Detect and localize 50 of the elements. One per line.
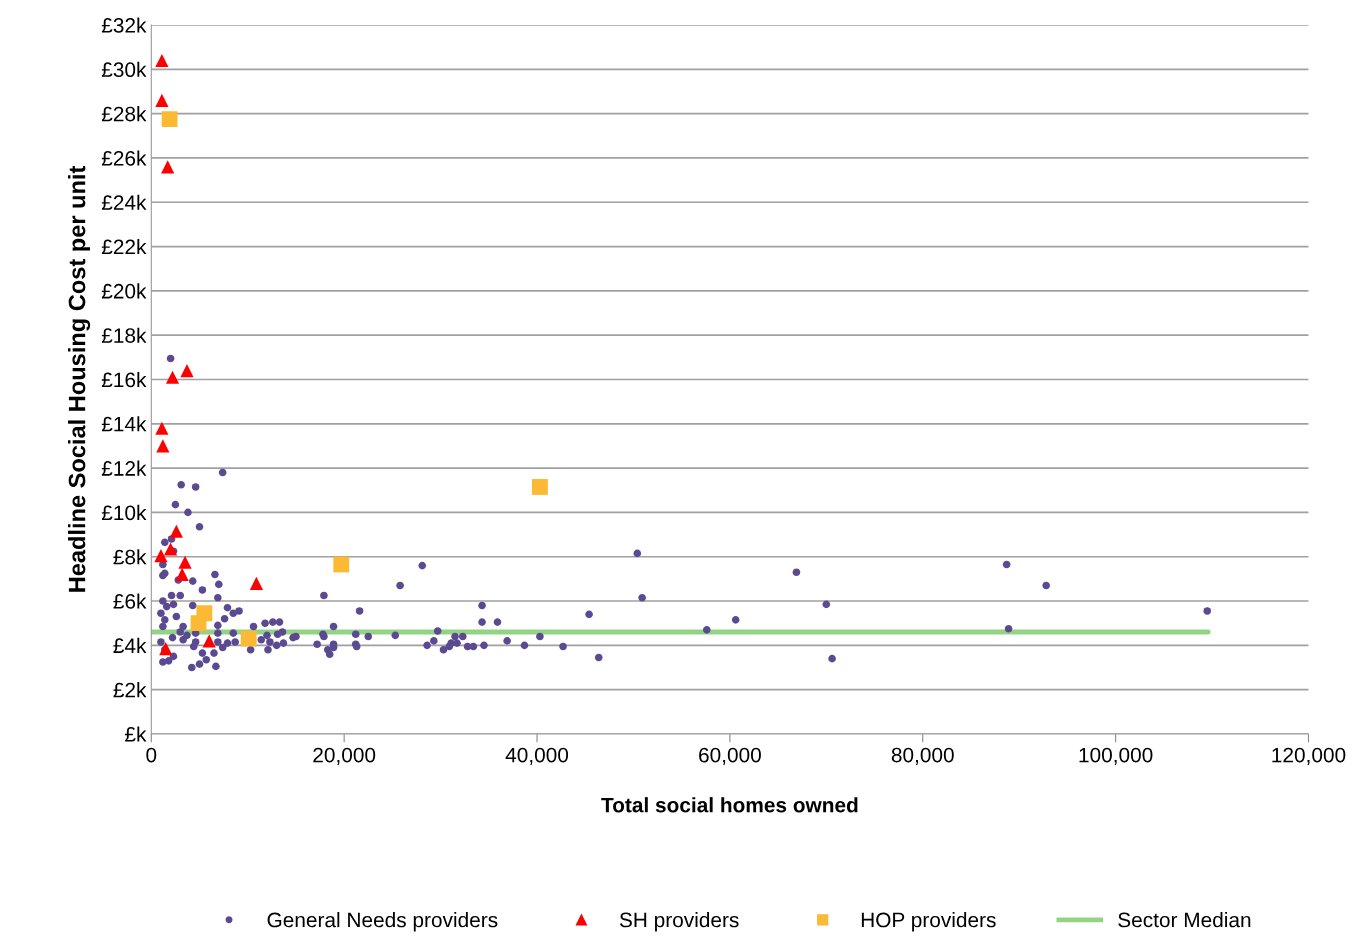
y-tick-label: £28k [101, 106, 147, 122]
y-tick-label: £32k [101, 17, 147, 33]
x-tick-label: 0 [146, 747, 157, 763]
point [180, 364, 194, 378]
point [154, 549, 168, 563]
y-tick-label: £26k [101, 150, 147, 166]
point [532, 479, 548, 495]
point [155, 93, 169, 107]
x-axis-title: Total social homes owned [601, 797, 858, 813]
y-tick-label: £24k [101, 194, 147, 210]
point [202, 634, 216, 648]
y-tick-label: £14k [101, 416, 147, 432]
y-tick-label: £22k [101, 239, 147, 255]
point [161, 111, 178, 128]
point [178, 555, 192, 569]
y-tick-label: £10k [101, 504, 147, 521]
y-tick-label: £k [125, 726, 147, 742]
x-tick-label: 40,000 [505, 747, 569, 765]
y-tick-label: £8k [113, 549, 147, 565]
point [155, 421, 169, 435]
y-tick-label: £18k [101, 327, 147, 343]
legend-label: SH providers [619, 912, 739, 932]
point [161, 160, 175, 174]
point [156, 439, 170, 453]
y-tick-label: £16k [101, 371, 147, 388]
legend-label: Sector Median [1118, 912, 1251, 928]
point [169, 524, 183, 538]
point [249, 576, 263, 590]
legend-label: General Needs providers [267, 912, 498, 932]
point [240, 630, 257, 647]
point [163, 542, 178, 556]
y-tick-label: £6k [113, 593, 147, 609]
x-tick-label: 100,000 [1079, 747, 1153, 765]
x-tick-label: 20,000 [313, 747, 376, 765]
y-tick-label: £12k [101, 460, 147, 476]
y-tick-label: £4k [113, 637, 147, 653]
point [175, 567, 189, 582]
y-tick-label: £2k [113, 682, 147, 698]
x-tick-label: 120,000 [1272, 747, 1346, 765]
point [159, 642, 173, 656]
point [190, 615, 207, 632]
legend-label: HOP providers [861, 912, 996, 932]
point [155, 53, 169, 68]
x-tick-label: 60,000 [699, 747, 761, 765]
point [333, 556, 350, 573]
x-tick-label: 80,000 [891, 747, 954, 765]
y-tick-label: £20k [101, 283, 147, 299]
y-axis-title: Headline Social Housing Cost per unit [68, 165, 91, 592]
y-tick-label: £30k [101, 61, 147, 78]
point [165, 370, 180, 384]
